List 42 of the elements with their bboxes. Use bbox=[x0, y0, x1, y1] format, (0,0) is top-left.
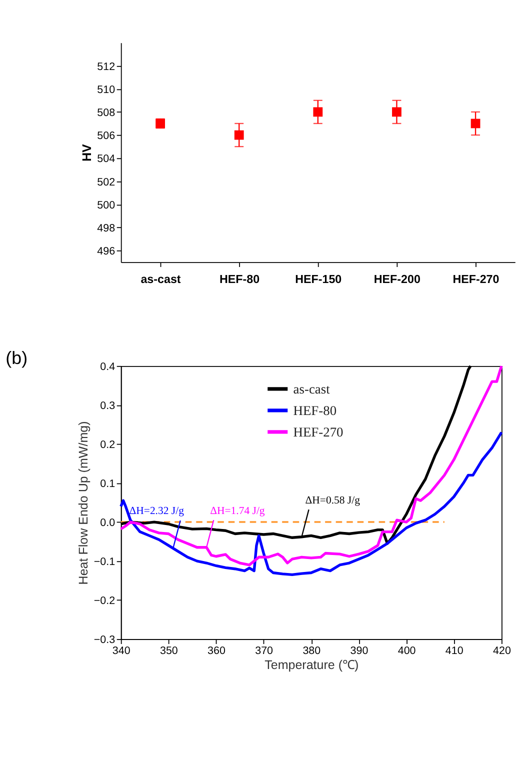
y-tick-label: −0.2 bbox=[94, 595, 116, 608]
x-axis-title: Temperature (℃) bbox=[264, 658, 359, 672]
y-tick-label: 496 bbox=[97, 246, 116, 258]
y-tick-label: 504 bbox=[97, 153, 116, 166]
y-tick-label: 510 bbox=[97, 84, 116, 96]
legend-label: as-cast bbox=[293, 381, 330, 396]
x-tick-label: HEF-270 bbox=[452, 273, 500, 286]
annotation: ΔH=0.58 J/g bbox=[305, 494, 361, 506]
x-tick-label: 380 bbox=[302, 644, 321, 657]
line-series bbox=[120, 364, 503, 566]
y-tick-label: 0.0 bbox=[100, 517, 116, 530]
y-tick-label: 0.2 bbox=[100, 439, 116, 452]
x-tick-label: as-cast bbox=[140, 273, 181, 286]
y-axis-title: HV bbox=[80, 143, 94, 162]
y-tick-label: 500 bbox=[97, 199, 116, 212]
annotation: ΔH=2.32 J/g bbox=[129, 505, 185, 518]
x-tick-label: HEF-200 bbox=[374, 273, 420, 286]
x-tick-label: HEF-80 bbox=[220, 273, 260, 286]
legend-label: HEF-80 bbox=[293, 402, 337, 418]
y-tick-label: −0.1 bbox=[94, 556, 116, 568]
legend-label: HEF-270 bbox=[293, 424, 344, 440]
x-tick-label: 420 bbox=[492, 644, 511, 657]
chart-title: (b) bbox=[6, 348, 28, 368]
y-tick-label: 0.4 bbox=[100, 360, 116, 373]
y-tick-label: −0.3 bbox=[94, 634, 116, 646]
y-tick-label: 506 bbox=[97, 130, 116, 142]
annotation: ΔH=1.74 J/g bbox=[210, 504, 266, 517]
x-tick-label: 350 bbox=[160, 644, 178, 657]
x-tick-label: 390 bbox=[350, 644, 368, 657]
y-tick-label: 508 bbox=[97, 106, 116, 119]
y-tick-label: 512 bbox=[97, 60, 116, 73]
y-tick-label: 0.3 bbox=[100, 400, 116, 412]
x-tick-label: 370 bbox=[255, 644, 274, 657]
y-tick-label: 502 bbox=[97, 176, 116, 188]
x-tick-label: HEF-150 bbox=[295, 273, 342, 286]
x-tick-label: 400 bbox=[398, 644, 416, 657]
x-tick-label: 360 bbox=[208, 644, 226, 657]
y-axis-title: Heat Flow Endo Up (mW/mg) bbox=[76, 421, 91, 585]
x-tick-label: 340 bbox=[112, 644, 130, 657]
x-tick-label: 410 bbox=[445, 644, 464, 657]
y-tick-label: 0.1 bbox=[100, 478, 116, 490]
y-tick-label: 498 bbox=[97, 222, 116, 234]
